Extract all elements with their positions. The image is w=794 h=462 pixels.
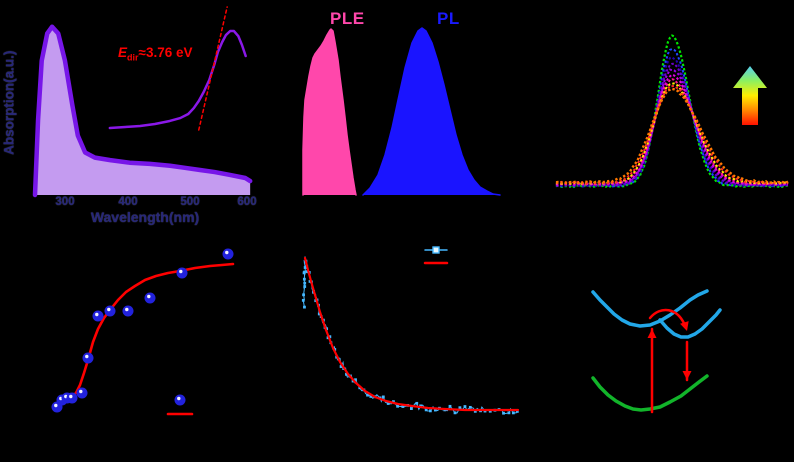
plqy-chart: [51, 248, 235, 416]
ple-spectrum: [302, 28, 357, 196]
emission-down-arrow: [682, 340, 692, 382]
data-points: [51, 248, 234, 413]
temperature-pl-chart: [555, 34, 789, 189]
panel-decay: [280, 230, 530, 462]
panel-diagram: [530, 230, 794, 462]
absorption-spectrum: [32, 24, 253, 198]
panel-absorption: Absorption(a.u.) Wavelength(nm) 300 400 …: [0, 0, 280, 230]
absorption-y-axis-label: Absorption(a.u.): [1, 50, 17, 155]
pl-label: PL: [437, 9, 460, 28]
absorption-up-arrow: [647, 327, 657, 414]
bandgap-annotation: Edir≈3.76 eV: [118, 46, 192, 63]
absorption-x-tick-400: 400: [118, 196, 138, 208]
pl-spectrum: [362, 27, 501, 196]
absorption-x-tick-300: 300: [55, 196, 75, 208]
tauc-extrapolation-line: [198, 6, 228, 131]
absorption-onset-curve: [108, 29, 247, 130]
legend-data-marker: [174, 394, 186, 406]
absorption-x-tick-600: 600: [237, 196, 257, 208]
configuration-coordinate-diagram: [591, 289, 722, 414]
absorption-chart: [32, 6, 253, 198]
ple-label: PLE: [330, 9, 365, 28]
temperature-arrow: [733, 66, 767, 125]
decay-data-trace: [301, 256, 519, 415]
self-trapped-state-parabola: [658, 308, 722, 339]
absorption-x-tick-500: 500: [180, 196, 200, 208]
excited-state-parabola: [591, 289, 709, 328]
ground-state-parabola: [591, 374, 709, 412]
saturation-fit-curve: [66, 262, 235, 398]
pl-ple-chart: [302, 27, 501, 196]
bandgap-subscript: dir: [127, 52, 139, 63]
pl-curve-10: [555, 87, 789, 185]
panel-temperature-pl: [530, 0, 794, 230]
absorption-x-axis-label: Wavelength(nm): [90, 209, 200, 225]
bandgap-value: ≈3.76 eV: [138, 45, 193, 60]
decay-fit-curve: [303, 256, 520, 412]
pl-curve-1: [555, 34, 789, 189]
bandgap-symbol: E: [118, 45, 128, 60]
legend-data-square: [432, 246, 440, 254]
relaxation-curved-arrow: [648, 308, 689, 331]
panel-pl-ple: PLE PL: [280, 0, 530, 230]
panel-plqy: [0, 230, 280, 462]
decay-chart: [301, 246, 520, 415]
